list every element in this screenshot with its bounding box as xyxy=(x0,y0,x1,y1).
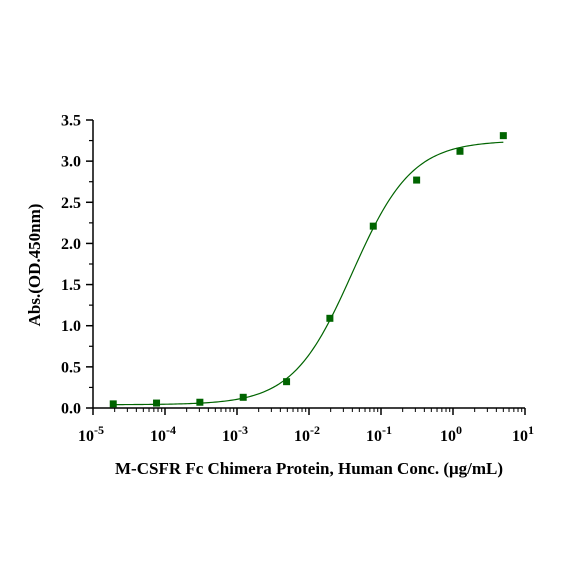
data-point xyxy=(239,393,247,401)
x-tick-label: 100 xyxy=(440,423,462,445)
y-tick-label: 3.0 xyxy=(61,154,81,171)
data-point xyxy=(109,400,117,408)
y-axis-title: Abs.(OD.450nm) xyxy=(25,204,44,327)
data-points xyxy=(109,132,507,408)
data-point xyxy=(369,222,377,230)
y-tick-label: 2.5 xyxy=(61,195,81,212)
y-tick-label: 1.5 xyxy=(61,277,81,294)
x-tick-label: 10-2 xyxy=(294,423,320,445)
data-point xyxy=(196,398,204,406)
x-axis: 10-5 10-4 10-3 10-2 10-1 100 101 xyxy=(78,407,534,445)
x-tick-label: 10-3 xyxy=(222,423,248,445)
y-tick-label: 1.0 xyxy=(61,318,81,335)
data-point xyxy=(499,132,507,140)
x-tick-label: 101 xyxy=(512,423,534,445)
y-tick-label: 2.0 xyxy=(61,236,81,253)
data-point xyxy=(413,176,421,184)
data-point xyxy=(283,378,291,386)
data-point xyxy=(153,399,161,407)
y-tick-label: 0.5 xyxy=(61,359,81,376)
x-tick-label: 10-5 xyxy=(78,423,104,445)
fit-curve xyxy=(113,141,504,406)
x-tick-label: 10-1 xyxy=(366,423,392,445)
y-axis: 0.0 0.5 1.0 1.5 2.0 2.5 3.0 3.5 xyxy=(61,113,94,418)
y-tick-label: 3.5 xyxy=(61,113,81,130)
x-axis-title: M-CSFR Fc Chimera Protein, Human Conc. (… xyxy=(115,459,503,478)
data-point xyxy=(456,147,464,155)
x-tick-label: 10-4 xyxy=(150,423,176,445)
data-point xyxy=(326,314,334,322)
y-tick-label: 0.0 xyxy=(61,401,81,418)
